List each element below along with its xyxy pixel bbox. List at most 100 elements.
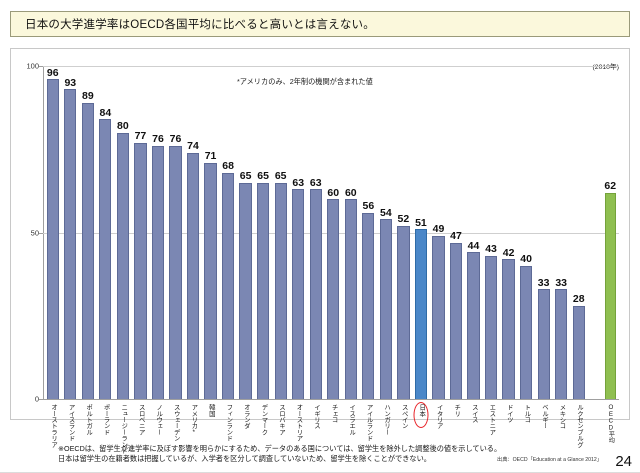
bar-item[interactable]: 43 <box>482 66 500 399</box>
bar-item[interactable]: 60 <box>325 66 343 399</box>
bar-item[interactable]: 56 <box>360 66 378 399</box>
gridline-100 <box>43 66 619 67</box>
bar-item[interactable]: 80 <box>114 66 132 399</box>
x-label-item: トルコ <box>517 402 535 423</box>
bar-item[interactable]: 33 <box>535 66 553 399</box>
bar[interactable] <box>537 289 550 399</box>
bar-item[interactable]: 63 <box>307 66 325 399</box>
bar-item[interactable]: 77 <box>132 66 150 399</box>
x-axis-label: エストニア <box>488 404 496 435</box>
x-axis-label: ポーランド <box>102 404 110 435</box>
x-label-item: デンマーク <box>254 402 272 435</box>
x-label-item: ベルギー <box>535 402 553 429</box>
bar[interactable] <box>64 89 77 399</box>
bar-value-label: 52 <box>397 213 410 226</box>
x-axis-label: オーストラリア <box>50 404 58 448</box>
bar[interactable] <box>344 199 357 399</box>
bar-item[interactable]: 89 <box>79 66 97 399</box>
bar[interactable] <box>239 182 252 399</box>
bar[interactable] <box>134 142 147 399</box>
bar-value-label: 65 <box>257 170 269 183</box>
y-tick-label: 100 <box>26 61 39 71</box>
bar[interactable] <box>362 212 375 399</box>
x-axis-label: チリ <box>453 404 461 417</box>
x-label-item: ポーランド <box>97 402 115 435</box>
bar-item[interactable]: 65 <box>254 66 272 399</box>
page-title: 日本の大学進学率はOECD各国平均に比べると高いとは言えない。 <box>25 19 375 31</box>
bar[interactable] <box>204 162 217 399</box>
x-axis-label: デンマーク <box>260 404 268 435</box>
bar[interactable] <box>151 145 165 399</box>
x-axis-label: ハンガリー <box>383 404 391 435</box>
bar-item[interactable]: 47 <box>447 66 465 399</box>
bar-item[interactable]: 68 <box>219 66 237 399</box>
bar-item[interactable]: 28 <box>570 66 588 399</box>
bar-item[interactable]: 74 <box>184 66 202 399</box>
bar[interactable] <box>274 182 287 399</box>
bar-item[interactable]: 52 <box>395 66 413 399</box>
bar-item[interactable]: 44 <box>465 66 483 399</box>
bar[interactable] <box>99 119 112 399</box>
bar[interactable] <box>186 152 200 399</box>
bar[interactable] <box>604 192 616 399</box>
bar[interactable] <box>502 259 515 399</box>
bar-item[interactable]: 63 <box>289 66 307 399</box>
bar[interactable] <box>292 189 305 399</box>
bar[interactable] <box>414 229 428 399</box>
bar-value-label: 65 <box>239 170 252 183</box>
bar-item[interactable]: 49 <box>430 66 448 399</box>
bar[interactable] <box>449 242 463 399</box>
x-label-item: チェコ <box>325 402 343 423</box>
bar-item[interactable]: 84 <box>97 66 115 399</box>
bar[interactable] <box>379 219 392 399</box>
bar-item[interactable]: 60 <box>342 66 360 399</box>
bar[interactable] <box>221 172 235 399</box>
bar-item[interactable]: 76 <box>149 66 167 399</box>
bar[interactable] <box>432 235 445 399</box>
bar-item[interactable]: 93 <box>62 66 80 399</box>
bar[interactable] <box>169 145 182 399</box>
x-axis-label: ドイツ <box>505 404 513 423</box>
x-axis-label: オランダ <box>242 404 250 429</box>
x-label-item: スペイン <box>395 402 413 429</box>
bar-item[interactable]: 76 <box>167 66 185 399</box>
bar-item[interactable]: 62 <box>601 66 619 399</box>
bar[interactable] <box>484 255 498 399</box>
bar-value-label: 33 <box>537 276 550 289</box>
x-axis-label: スロバキア <box>277 404 285 435</box>
bar[interactable] <box>46 79 59 399</box>
x-label-item: アメリカ* <box>184 402 202 436</box>
bar[interactable] <box>257 182 270 399</box>
bar-value-label: 93 <box>64 76 77 89</box>
bar-item[interactable]: 54 <box>377 66 395 399</box>
bar[interactable] <box>327 199 340 399</box>
bar-item[interactable]: 71 <box>202 66 220 399</box>
bar[interactable] <box>397 225 410 399</box>
x-axis-label: ノルウェー <box>155 404 163 435</box>
bar-item[interactable]: 51 <box>412 66 430 399</box>
bar-item[interactable]: 42 <box>500 66 518 399</box>
bar[interactable] <box>116 132 130 399</box>
y-tick-mark <box>39 232 43 234</box>
bar[interactable] <box>467 252 480 399</box>
x-label-item: ニュージーランド <box>114 402 132 454</box>
footnote-line-2: 日本は留学生の在籍者数は把握しているが、入学者を区分して調査していないため、留学… <box>58 454 431 464</box>
x-label-item: オーストリア <box>289 402 307 441</box>
bar-item[interactable]: 65 <box>237 66 255 399</box>
bar-value-label: 51 <box>415 216 427 229</box>
bar-item[interactable]: 65 <box>272 66 290 399</box>
bar[interactable] <box>81 102 94 399</box>
bar-item[interactable]: 33 <box>552 66 570 399</box>
bar-item[interactable]: 96 <box>44 66 62 399</box>
bar[interactable] <box>519 265 533 399</box>
x-label-item: メキシコ <box>552 402 570 429</box>
x-axis-label: スペイン <box>400 404 408 429</box>
bar[interactable] <box>555 289 568 399</box>
bar-value-label: 76 <box>152 133 164 146</box>
x-axis-label: イギリス <box>313 404 320 429</box>
x-label-item: イタリア <box>430 402 448 429</box>
bar[interactable] <box>309 189 322 399</box>
bar-item[interactable]: 40 <box>517 66 535 399</box>
bar[interactable] <box>572 305 585 399</box>
bar-series: 96 93 89 84 80 77 76 76 74 71 68 65 65 65 63 63 60 60 56 54… <box>44 66 619 399</box>
